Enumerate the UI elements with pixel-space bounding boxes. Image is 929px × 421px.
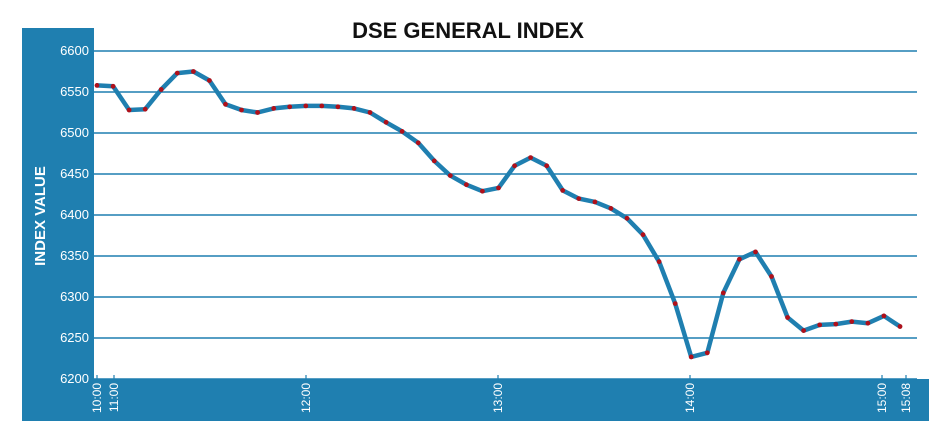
y-axis-label: INDEX VALUE (32, 166, 49, 266)
y-tick-label: 6200 (60, 371, 89, 386)
series-markers (94, 69, 903, 360)
data-point (126, 107, 132, 113)
x-tick-label: 12:00 (299, 383, 313, 413)
data-point (544, 163, 550, 169)
data-point (576, 196, 582, 202)
data-point (817, 322, 823, 328)
y-tick-label: 6450 (60, 166, 89, 181)
data-point (608, 206, 614, 211)
data-point (849, 319, 855, 324)
data-point (688, 354, 694, 360)
data-point (464, 182, 469, 188)
x-tick-labels: 10:00 11:00 12:00 13:00 14:00 15:00 15:08 (90, 375, 913, 413)
data-point (303, 103, 309, 109)
data-point (383, 119, 389, 125)
data-point (110, 83, 116, 89)
data-point (753, 249, 758, 255)
data-point (239, 107, 244, 113)
data-point (415, 140, 421, 146)
x-axis-band (22, 379, 929, 421)
data-point (319, 103, 325, 109)
data-point (335, 104, 341, 110)
data-point (94, 83, 100, 88)
chart-title: DSE GENERAL INDEX (352, 18, 584, 43)
data-point (592, 199, 598, 205)
y-tick-label: 6550 (60, 84, 89, 99)
data-point (897, 324, 903, 329)
data-point (496, 185, 501, 191)
data-point (271, 106, 277, 111)
data-point (399, 129, 405, 134)
data-point (769, 274, 774, 279)
data-point (785, 315, 790, 320)
data-point (158, 87, 164, 92)
y-axis-band (22, 28, 94, 421)
x-tick-label: 11:00 (107, 383, 121, 412)
y-tick-label: 6250 (60, 330, 89, 345)
data-point (656, 259, 662, 265)
data-point (528, 155, 533, 161)
data-point (640, 232, 646, 238)
data-point (865, 320, 871, 326)
data-point (223, 101, 228, 107)
data-point (255, 110, 260, 115)
data-point (560, 188, 566, 193)
data-point (287, 104, 293, 110)
x-tick-label: 13:00 (491, 383, 505, 413)
data-point (431, 158, 437, 164)
x-tick-label: 14:00 (683, 383, 697, 413)
data-point (447, 173, 453, 179)
x-tick-label: 15:00 (875, 383, 889, 413)
data-point (881, 313, 887, 319)
data-point (833, 321, 839, 327)
y-tick-label: 6300 (60, 289, 89, 304)
x-tick-label: 10:00 (90, 383, 104, 413)
data-point (351, 106, 357, 111)
grid-lines (94, 50, 917, 380)
data-point (207, 78, 212, 83)
x-tick-label: 15:08 (899, 383, 913, 413)
data-point (737, 256, 742, 262)
data-point (624, 215, 630, 221)
y-tick-labels: 6200 6250 6300 6350 6400 6450 6500 6550 6600 (60, 43, 89, 386)
data-point (512, 163, 517, 169)
data-point (191, 69, 196, 74)
y-tick-label: 6400 (60, 207, 89, 222)
data-point (672, 301, 678, 306)
data-point (704, 350, 710, 356)
data-point (367, 110, 373, 115)
data-point (480, 188, 485, 194)
data-point (720, 290, 726, 296)
y-tick-label: 6600 (60, 43, 89, 58)
data-point (142, 106, 148, 112)
y-tick-label: 6350 (60, 248, 89, 263)
y-tick-label: 6500 (60, 125, 89, 140)
data-point (801, 328, 806, 333)
data-point (174, 70, 180, 76)
